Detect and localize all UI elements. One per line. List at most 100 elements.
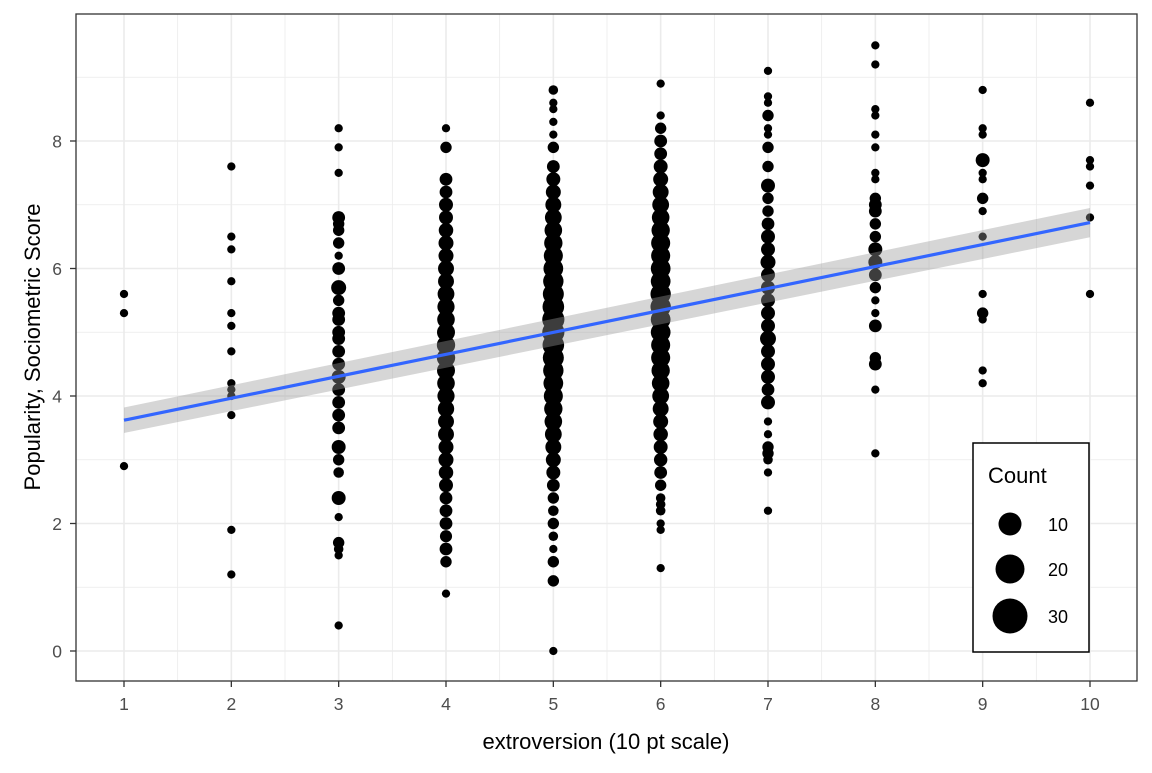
data-point (227, 321, 236, 331)
data-point (227, 277, 236, 286)
data-point (762, 192, 774, 205)
data-point (438, 223, 454, 238)
data-point (544, 209, 562, 226)
legend-label: 20 (1048, 560, 1068, 580)
data-point (654, 466, 668, 479)
y-tick-label: 2 (52, 514, 62, 534)
data-point (978, 315, 987, 324)
data-point (227, 308, 236, 318)
data-point (763, 468, 773, 477)
data-point (760, 330, 776, 347)
data-point (333, 544, 344, 554)
data-point (545, 452, 561, 468)
x-tick-label: 7 (763, 694, 773, 714)
data-point (436, 335, 456, 355)
data-point (868, 319, 882, 333)
data-point (871, 130, 880, 139)
data-point (548, 531, 559, 542)
data-point (333, 467, 344, 478)
data-point (654, 147, 668, 161)
data-point (546, 478, 560, 492)
data-point (653, 159, 668, 174)
data-point (438, 439, 454, 455)
data-point (439, 172, 453, 186)
data-point (871, 449, 880, 458)
y-tick-label: 8 (52, 132, 62, 152)
legend-box (972, 442, 1090, 653)
data-point (978, 124, 987, 133)
data-point (656, 525, 665, 535)
data-point (332, 383, 346, 397)
data-point (437, 285, 455, 303)
data-point (332, 395, 346, 409)
y-axis-title: Popularity, Sociometric Score (20, 204, 45, 491)
y-axis: 0 2 4 6 8 (52, 132, 76, 662)
data-point (437, 361, 455, 380)
data-point (331, 440, 346, 454)
data-point (332, 294, 345, 307)
data-point (119, 308, 129, 318)
data-point (651, 348, 671, 368)
data-point (227, 410, 236, 420)
data-point (868, 268, 882, 282)
data-point (547, 492, 560, 504)
trend-line (123, 207, 1091, 433)
data-point (549, 98, 558, 107)
data-point (761, 267, 775, 282)
data-point (438, 452, 454, 468)
legend-entries: 10 20 30 (992, 512, 1068, 634)
data-point (871, 296, 880, 305)
data-point (763, 506, 773, 515)
data-point (976, 192, 989, 205)
data-point (652, 196, 670, 214)
data-point (652, 387, 670, 405)
data-point (332, 237, 345, 249)
data-point (761, 383, 775, 397)
data-point (334, 251, 343, 260)
data-point (871, 385, 880, 394)
data-point (545, 439, 562, 455)
data-point (652, 184, 669, 200)
data-point (438, 426, 454, 443)
legend-key-circle (992, 598, 1028, 634)
x-tick-label: 5 (548, 694, 558, 714)
data-point (332, 357, 346, 371)
data-point (656, 111, 665, 120)
data-point (653, 171, 669, 187)
data-point (761, 178, 775, 193)
data-point (975, 153, 990, 168)
data-point (438, 273, 454, 290)
y-tick-label: 0 (52, 642, 62, 662)
data-point (761, 369, 775, 384)
data-point (763, 417, 773, 426)
data-point (978, 379, 987, 388)
data-point (654, 122, 667, 134)
data-point (227, 385, 236, 394)
data-point (869, 281, 882, 294)
data-point (334, 512, 343, 522)
plot-panel (76, 14, 1137, 681)
data-point (438, 260, 454, 277)
data-point (653, 427, 668, 442)
data-point (868, 242, 883, 257)
data-point (762, 160, 774, 173)
x-tick-label: 6 (656, 694, 666, 714)
data-point (760, 254, 776, 270)
data-point (440, 556, 452, 568)
data-point (651, 208, 670, 227)
data-point (544, 221, 563, 240)
data-point (227, 525, 236, 535)
data-point (437, 323, 455, 342)
size-legend: Count 10 20 30 (972, 442, 1090, 653)
data-point (439, 530, 453, 543)
data-point (547, 556, 560, 568)
data-point (547, 575, 560, 587)
data-point (762, 205, 774, 217)
data-point (763, 430, 773, 439)
data-point (334, 621, 343, 630)
data-point (761, 344, 775, 359)
data-point (1085, 162, 1095, 171)
data-point (871, 143, 880, 152)
data-point (440, 141, 452, 154)
y-tick-label: 4 (52, 387, 62, 407)
